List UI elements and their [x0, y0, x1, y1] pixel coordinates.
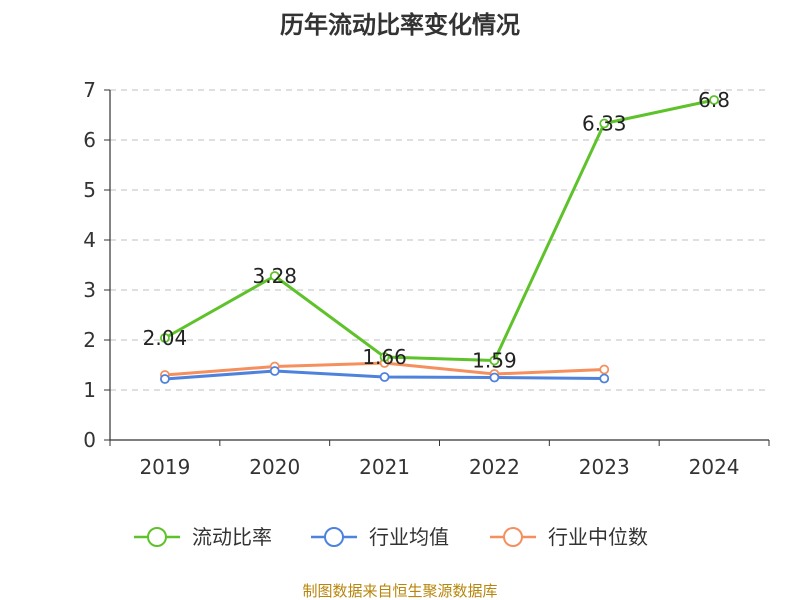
legend-label: 行业均值: [369, 525, 449, 549]
y-tick-label: 3: [83, 278, 96, 302]
series-line-0: [164, 98, 715, 362]
legend-label: 行业中位数: [548, 525, 648, 549]
x-tick-label: 2024: [689, 455, 740, 479]
legend-label: 流动比率: [192, 525, 272, 549]
data-labels: 2.04 3.28 1.66 1.59 6.33 6.8: [143, 88, 730, 373]
legend: 流动比率 行业均值 行业中位数: [134, 525, 648, 549]
data-label: 3.28: [252, 264, 297, 288]
axes: 0 1 2 3 4 5 6 7 2019 2020 2021 2022 2023 2024: [83, 78, 770, 479]
data-point: [379, 372, 390, 382]
y-tick-label: 6: [83, 128, 96, 152]
legend-marker-icon: [147, 527, 167, 547]
data-point: [709, 95, 719, 105]
data-label: 2.04: [143, 326, 188, 350]
y-tick-label: 1: [83, 378, 96, 402]
chart-title: 历年流动比率变化情况: [280, 11, 520, 39]
legend-marker-icon: [503, 527, 523, 547]
data-point: [489, 355, 500, 366]
x-tick-label: 2021: [359, 455, 410, 479]
data-label: 6.33: [582, 112, 627, 136]
y-tick-label: 0: [83, 428, 96, 452]
data-point: [379, 352, 390, 362]
data-point: [599, 364, 610, 375]
data-label: 6.8: [698, 88, 730, 112]
data-label: 1.59: [472, 349, 517, 373]
data-point: [160, 374, 170, 384]
data-point: [489, 372, 500, 383]
data-point: [599, 373, 610, 384]
legend-marker-icon: [324, 527, 344, 547]
data-point: [160, 333, 170, 343]
source-note: 制图数据来自恒生聚源数据库: [302, 582, 497, 600]
data-label: 1.66: [362, 345, 407, 369]
y-tick-label: 7: [83, 78, 96, 102]
y-tick-label: 5: [83, 178, 96, 202]
y-tick-label: 4: [83, 228, 96, 252]
data-point: [599, 118, 610, 129]
x-tick-label: 2020: [249, 455, 300, 479]
data-point: [269, 271, 280, 281]
x-tick-label: 2022: [469, 455, 520, 479]
x-tick-label: 2023: [579, 455, 630, 479]
grid-lines: [110, 89, 769, 391]
y-tick-label: 2: [83, 328, 96, 352]
data-point: [269, 366, 280, 376]
series-group: [160, 95, 719, 384]
x-tick-label: 2019: [139, 455, 190, 479]
